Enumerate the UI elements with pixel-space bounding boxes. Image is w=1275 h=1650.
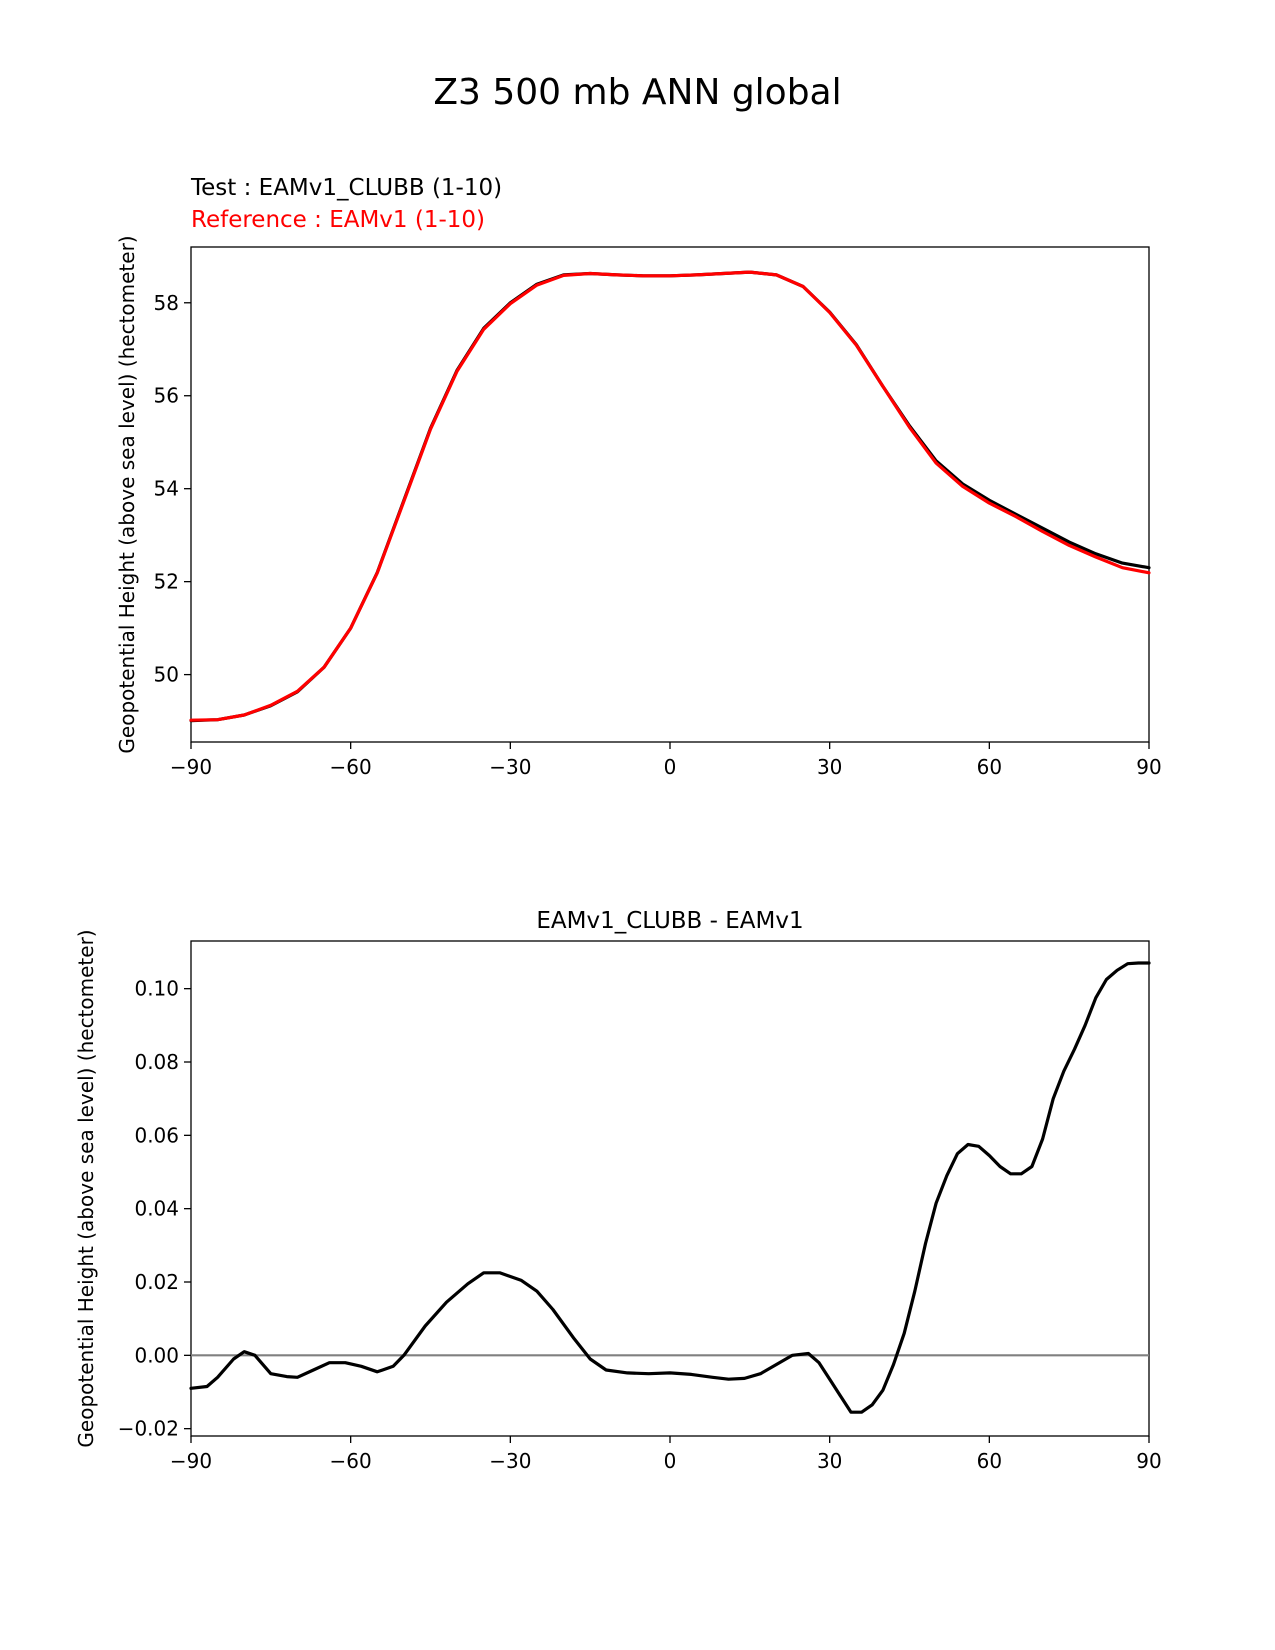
top-y-ticks: 50 52 54 56 58	[154, 291, 191, 687]
x-tick-label: 0	[664, 1449, 677, 1473]
series-line-reference	[189, 270, 1151, 722]
legend-reference-label: Reference : EAMv1 (1-10)	[191, 207, 486, 233]
top-y-axis-label: Geopotential Height (above sea level) (h…	[115, 235, 139, 753]
top-plot: −90 −60 −30 0 30 60 90 50 52 54 56 58 Geopotential…	[115, 235, 1162, 779]
x-tick-label: 90	[1136, 755, 1161, 779]
series-line-difference	[189, 961, 1151, 1414]
top-x-ticks: −90 −60 −30 0 30 60 90	[170, 742, 1162, 779]
y-tick-label: 50	[154, 663, 179, 687]
bottom-y-axis-label: Geopotential Height (above sea level) (h…	[74, 929, 98, 1447]
y-tick-label: 0.00	[134, 1343, 179, 1367]
y-tick-label: 0.04	[134, 1197, 179, 1221]
x-tick-label: 30	[817, 1449, 842, 1473]
top-series	[189, 270, 1151, 723]
legend-test-label: Test : EAMv1_CLUBB (1-10)	[191, 175, 503, 201]
y-tick-label: 0.08	[134, 1050, 179, 1074]
x-tick-label: −30	[489, 755, 531, 779]
bottom-plot: EAMv1_CLUBB - EAMv1 −90 −60 −30 0 30 60 90 −0.…	[74, 908, 1162, 1473]
y-tick-label: 54	[154, 477, 179, 501]
bottom-plot-title: EAMv1_CLUBB - EAMv1	[536, 908, 803, 934]
bottom-series	[189, 961, 1151, 1414]
y-tick-label: −0.02	[118, 1417, 179, 1441]
y-tick-label: 58	[154, 291, 179, 315]
bottom-y-ticks: −0.02 0.00 0.02 0.04 0.06 0.08 0.10	[118, 977, 191, 1441]
x-tick-label: −60	[330, 1449, 372, 1473]
x-tick-label: 30	[817, 755, 842, 779]
bottom-x-ticks: −90 −60 −30 0 30 60 90	[170, 1436, 1162, 1473]
x-tick-label: −90	[170, 1449, 212, 1473]
top-plot-frame	[190, 246, 1150, 743]
x-tick-label: −60	[330, 755, 372, 779]
y-tick-label: 0.10	[134, 977, 179, 1001]
y-tick-label: 0.06	[134, 1123, 179, 1147]
x-tick-label: −30	[489, 1449, 531, 1473]
x-tick-label: 0	[664, 755, 677, 779]
y-tick-label: 56	[154, 384, 179, 408]
figure-title: Z3 500 mb ANN global	[433, 72, 842, 113]
y-tick-label: 52	[154, 570, 179, 594]
x-tick-label: 60	[977, 1449, 1002, 1473]
x-tick-label: −90	[170, 755, 212, 779]
x-tick-label: 60	[977, 755, 1002, 779]
y-tick-label: 0.02	[134, 1270, 179, 1294]
x-tick-label: 90	[1136, 1449, 1161, 1473]
